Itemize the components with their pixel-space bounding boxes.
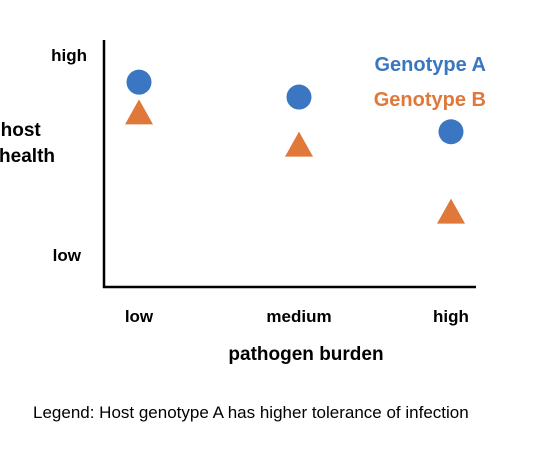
- data-point-genotype-b-high: [437, 198, 465, 224]
- x-tick-label-high: high: [433, 307, 469, 326]
- y-tick-label-high: high: [51, 46, 87, 65]
- legend-entry-genotype-a: Genotype A: [375, 54, 487, 76]
- x-tick-label-low: low: [125, 307, 154, 326]
- legend-entry-genotype-b: Genotype B: [374, 89, 486, 111]
- data-point-genotype-b-low: [125, 99, 153, 125]
- data-marks: [125, 69, 465, 224]
- data-point-genotype-a-low: [126, 69, 152, 95]
- data-point-genotype-b-medium: [285, 131, 313, 157]
- figure-caption: Legend: Host genotype A has higher toler…: [33, 403, 469, 422]
- data-point-genotype-a-high: [438, 119, 464, 145]
- x-tick-label-medium: medium: [266, 307, 331, 326]
- y-tick-label-low: low: [53, 246, 82, 265]
- y-axis-label: host health: [0, 120, 55, 167]
- data-point-genotype-a-medium: [286, 84, 312, 110]
- x-axis-label: pathogen burden: [228, 344, 383, 365]
